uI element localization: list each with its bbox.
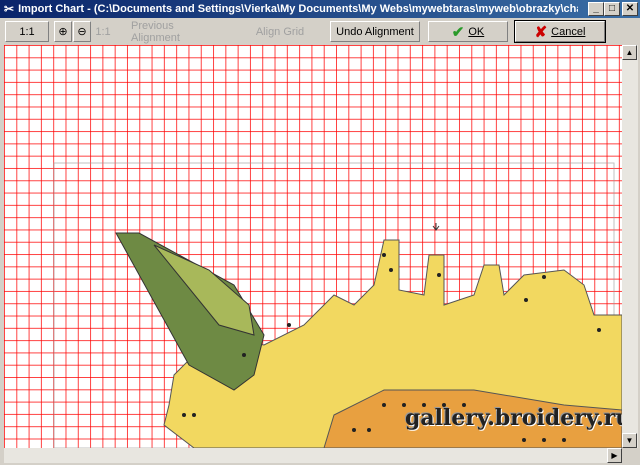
toolbar: 1:1 ⊕ ⊖ 1:1 Previous Alignment Align Gri…	[0, 18, 640, 45]
maximize-button[interactable]: □	[604, 2, 620, 16]
vertical-scrollbar[interactable]: ▲ ▼	[622, 45, 638, 448]
chart-image	[53, 162, 622, 448]
close-button[interactable]: ✕	[622, 2, 638, 16]
actual-size-button[interactable]: 1:1	[93, 21, 113, 42]
ok-label: OK	[468, 25, 485, 38]
scroll-right-button[interactable]: ▶	[607, 448, 622, 463]
undo-alignment-button[interactable]: Undo Alignment	[330, 21, 420, 42]
zoom-level-button[interactable]: 1:1	[5, 21, 49, 42]
horizontal-scrollbar[interactable]: ▶	[4, 448, 622, 463]
title-bar: ✂ Import Chart - (C:\Documents and Setti…	[0, 0, 640, 18]
light-green-area	[153, 244, 255, 336]
zoom-out-icon: ⊖	[77, 26, 87, 38]
cancel-label: Cancel	[551, 25, 586, 38]
previous-alignment-button[interactable]: Previous Alignment	[130, 20, 225, 44]
cancel-button[interactable]: ✘ Cancel	[514, 20, 606, 43]
zoom-in-icon: ⊕	[58, 26, 68, 38]
chart-canvas[interactable]: gallery.broidery.ru	[4, 45, 622, 448]
cursor-icon	[432, 223, 440, 231]
orange-area	[323, 389, 622, 448]
dark-green-area	[115, 232, 265, 391]
check-icon: ✔	[451, 23, 465, 41]
x-icon: ✘	[534, 23, 548, 41]
ok-button[interactable]: ✔ OK	[428, 21, 508, 42]
stitch-dots	[182, 253, 601, 442]
scroll-down-button[interactable]: ▼	[622, 433, 637, 448]
scroll-up-button[interactable]: ▲	[622, 45, 637, 60]
minimize-button[interactable]: _	[588, 2, 604, 16]
app-icon: ✂	[4, 2, 15, 16]
zoom-in-button[interactable]: ⊕	[54, 21, 72, 42]
watermark: gallery.broidery.ru	[405, 405, 622, 431]
chart-border	[53, 162, 615, 448]
window-title: Import Chart - (C:\Documents and Setting…	[18, 3, 578, 15]
zoom-out-button[interactable]: ⊖	[73, 21, 91, 42]
align-grid-button[interactable]: Align Grid	[245, 21, 315, 42]
